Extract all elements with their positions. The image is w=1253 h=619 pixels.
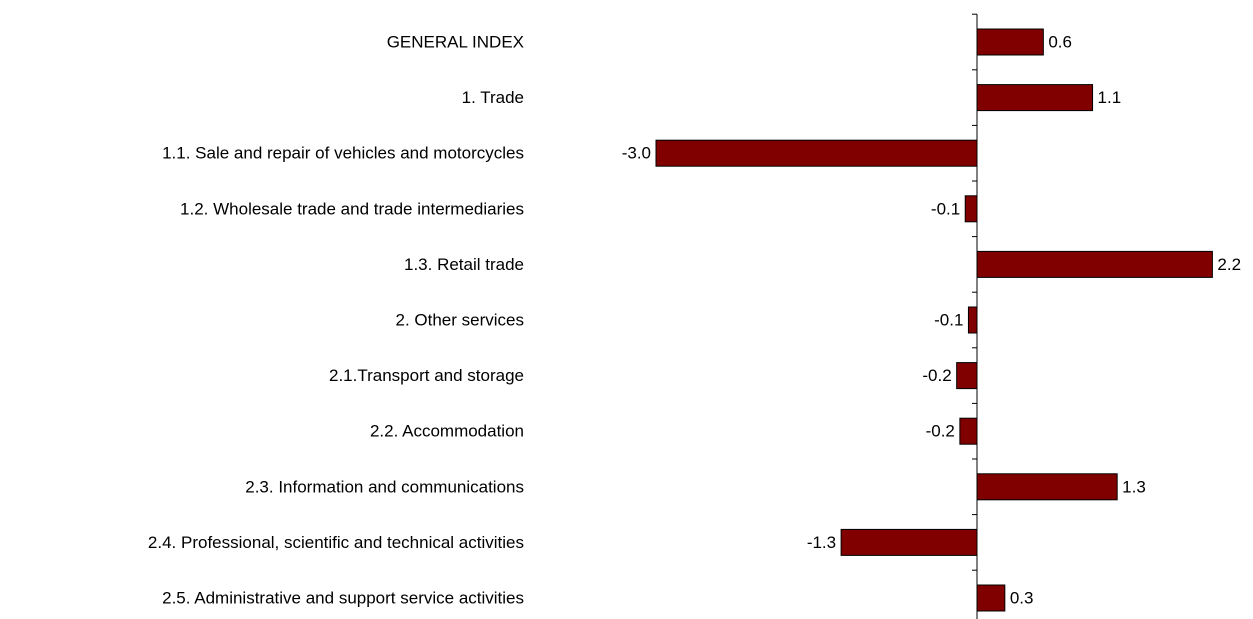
value-label: -0.1 [934, 310, 963, 329]
category-label: 1.3. Retail trade [404, 255, 524, 274]
bar [976, 28, 1044, 56]
category-label: 1.2. Wholesale trade and trade intermedi… [180, 199, 524, 218]
category-label: 2.2. Accommodation [370, 422, 524, 441]
bar [655, 139, 978, 167]
bar [976, 250, 1213, 278]
value-label: 2.2 [1217, 255, 1241, 274]
category-label: 2.5. Administrative and support service … [162, 588, 524, 607]
value-label: 0.3 [1010, 588, 1034, 607]
category-label: GENERAL INDEX [387, 32, 524, 51]
bar [967, 306, 978, 334]
category-label: 2. Other services [396, 310, 525, 329]
value-label: 1.1 [1098, 88, 1122, 107]
bar [976, 84, 1094, 112]
category-label: 2.4. Professional, scientific and techni… [148, 533, 524, 552]
value-label: -3.0 [622, 144, 651, 163]
bar [956, 362, 978, 390]
bar [964, 195, 978, 223]
value-label: -0.2 [922, 366, 951, 385]
bar [976, 473, 1118, 501]
value-label: 0.6 [1048, 32, 1072, 51]
category-label: 1.1. Sale and repair of vehicles and mot… [162, 144, 524, 163]
value-label: -1.3 [807, 533, 836, 552]
category-label: 2.3. Information and communications [245, 477, 524, 496]
category-label: 2.1.Transport and storage [329, 366, 524, 385]
bar [840, 528, 978, 556]
value-label: -0.2 [926, 422, 955, 441]
value-label: -0.1 [931, 199, 960, 218]
bar [976, 584, 1006, 612]
bar [959, 417, 978, 445]
category-label: 1. Trade [462, 88, 524, 107]
value-label: 1.3 [1122, 477, 1146, 496]
